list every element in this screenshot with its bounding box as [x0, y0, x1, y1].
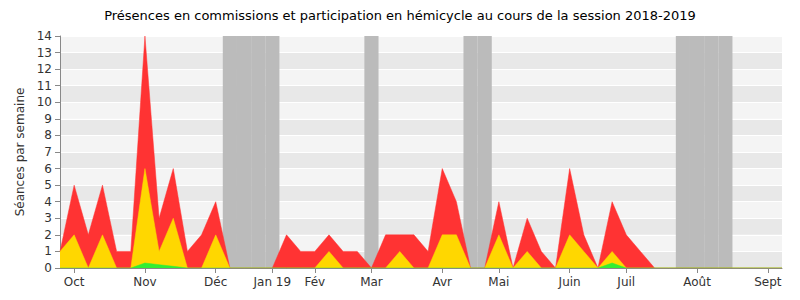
svg-text:Jan 19: Jan 19: [253, 275, 292, 289]
svg-text:Avr: Avr: [432, 275, 452, 289]
svg-text:8: 8: [44, 128, 52, 142]
svg-text:2: 2: [44, 228, 52, 242]
svg-text:9: 9: [44, 112, 52, 126]
svg-text:Août: Août: [683, 275, 711, 289]
svg-text:Nov: Nov: [133, 275, 156, 289]
svg-text:6: 6: [44, 162, 52, 176]
svg-text:13: 13: [37, 46, 52, 60]
svg-text:0: 0: [44, 261, 52, 275]
svg-text:7: 7: [44, 145, 52, 159]
svg-text:4: 4: [44, 195, 52, 209]
svg-text:Présences en commissions et pa: Présences en commissions et participatio…: [104, 8, 696, 23]
svg-text:10: 10: [37, 95, 52, 109]
svg-text:Sept: Sept: [754, 275, 782, 289]
svg-text:Juil: Juil: [616, 275, 635, 289]
svg-text:3: 3: [44, 211, 52, 225]
svg-text:Séances par semaine: Séances par semaine: [13, 88, 27, 217]
svg-text:Juin: Juin: [558, 275, 581, 289]
svg-text:Mai: Mai: [488, 275, 509, 289]
svg-text:Fév: Fév: [304, 275, 325, 289]
svg-text:11: 11: [37, 79, 52, 93]
svg-text:12: 12: [37, 62, 52, 76]
svg-text:Oct: Oct: [64, 275, 85, 289]
svg-text:14: 14: [37, 29, 52, 43]
svg-text:5: 5: [44, 178, 52, 192]
svg-text:Mar: Mar: [360, 275, 383, 289]
svg-text:Déc: Déc: [204, 275, 227, 289]
svg-text:1: 1: [44, 244, 52, 258]
